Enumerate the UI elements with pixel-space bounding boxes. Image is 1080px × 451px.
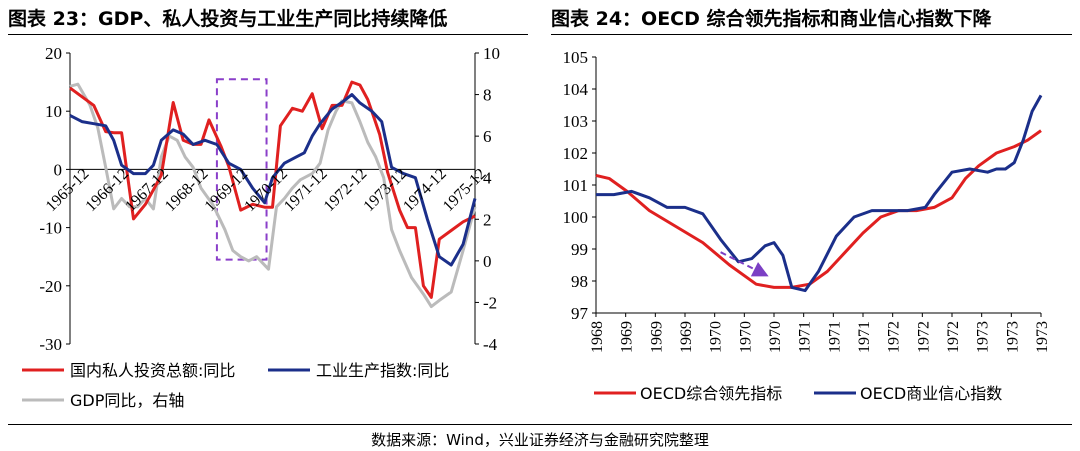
right-chart-x-tick-label: 1973 — [1034, 321, 1051, 353]
investment-series-line — [69, 80, 476, 299]
trend-arrow — [720, 251, 769, 277]
right-chart-y-tick-label: 101 — [563, 176, 589, 195]
legend-industrial-label: 工业生产指数:同比 — [316, 361, 449, 380]
right-chart-title: 图表 24：OECD 综合领先指标和商业信心指数下降 — [551, 8, 992, 30]
source-rule — [8, 424, 1072, 425]
left-y-tick-label: -10 — [39, 219, 62, 238]
right-chart-x-tick-label: 1972 — [945, 321, 962, 353]
left-y-tick-label: 10 — [45, 102, 62, 121]
right-chart-x-tick-label: 1970 — [767, 321, 784, 353]
right-chart-y-tick-label: 99 — [571, 240, 588, 259]
right-y-tick-label: 2 — [483, 210, 492, 229]
right-chart-x-tick-label: 1970 — [737, 321, 754, 353]
right-chart-x-tick-label: 1971 — [826, 321, 843, 353]
right-chart-y-tick-label: 97 — [571, 304, 589, 323]
right-y-tick-label: 10 — [483, 44, 500, 63]
right-chart-y-tick-label: 100 — [563, 208, 589, 227]
left-y-tick-label: -30 — [39, 335, 62, 354]
oecd-bci-line — [596, 94, 1043, 293]
right-y-tick-label: 8 — [483, 86, 492, 105]
legend-oecd-cli-label: OECD综合领先指标 — [640, 384, 782, 403]
right-chart-y-tick-label: 103 — [563, 112, 589, 131]
right-chart-x-tick-label: 1971 — [856, 321, 873, 353]
right-chart-x-tick-label: 1972 — [886, 321, 903, 353]
left-chart: 20100-10-20-301086420-2-41965-121966-121… — [22, 44, 500, 410]
industrial-series-line — [69, 93, 477, 267]
right-chart-x-tick-label: 1971 — [797, 321, 814, 353]
legend-gdp-label: GDP同比，右轴 — [70, 391, 184, 410]
right-chart-x-tick-label: 1970 — [708, 321, 725, 353]
left-y-tick-label: 0 — [54, 160, 63, 179]
legend-oecd-bci-label: OECD商业信心指数 — [860, 384, 1002, 403]
right-chart-y-tick-label: 98 — [571, 272, 588, 291]
right-chart-y-tick-label: 102 — [563, 144, 589, 163]
source-note: 数据来源：Wind，兴业证券经济与金融研究院整理 — [371, 431, 709, 449]
left-chart-title: 图表 23：GDP、私人投资与工业生产同比持续降低 — [8, 8, 448, 30]
right-y-tick-label: 4 — [483, 169, 492, 188]
left-y-tick-label: -20 — [39, 277, 62, 296]
right-y-tick-label: 0 — [483, 252, 492, 271]
right-chart-y-tick-label: 104 — [563, 80, 589, 99]
right-y-tick-label: 6 — [483, 127, 492, 146]
right-chart-x-tick-label: 1969 — [619, 321, 636, 353]
oecd-cli-line — [595, 129, 1042, 289]
title-rule-left — [8, 34, 528, 35]
right-chart-x-tick-label: 1972 — [915, 321, 932, 353]
right-y-tick-label: -4 — [483, 335, 498, 354]
right-chart-x-tick-label: 1969 — [648, 321, 665, 353]
right-chart-y-tick-label: 105 — [563, 48, 589, 67]
title-rule-right — [551, 34, 1072, 35]
right-chart-x-tick-label: 1969 — [678, 321, 695, 353]
right-chart-x-tick-label: 1968 — [589, 321, 606, 353]
right-chart-x-tick-label: 1973 — [1004, 321, 1021, 353]
gdp-series-line — [69, 82, 477, 309]
left-y-tick-label: 20 — [45, 44, 62, 63]
legend-investment-label: 国内私人投资总额:同比 — [70, 361, 235, 380]
highlight-box — [215, 78, 268, 261]
right-y-tick-label: -2 — [483, 293, 497, 312]
right-chart-x-tick-label: 1973 — [975, 321, 992, 353]
